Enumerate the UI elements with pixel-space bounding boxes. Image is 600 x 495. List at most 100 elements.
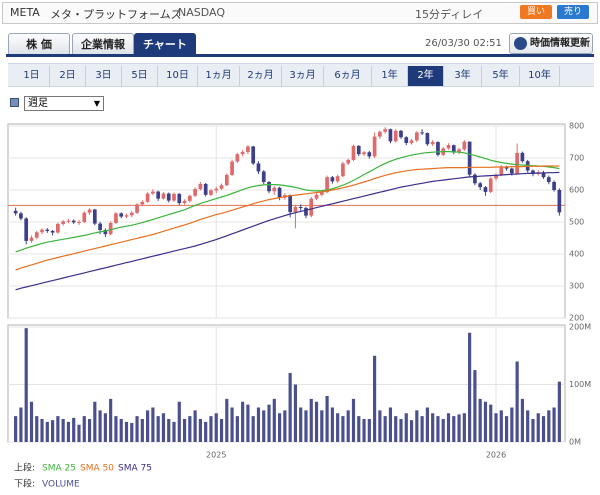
candle-body <box>378 131 382 137</box>
candle-body <box>499 166 504 175</box>
period-button[interactable]: 2日 <box>50 66 86 86</box>
candle-body <box>399 130 403 138</box>
candle-body <box>166 193 171 201</box>
period-button[interactable]: 2ヵ月 <box>240 66 282 86</box>
volume-bar <box>182 419 187 442</box>
period-button[interactable]: 10日 <box>158 66 198 86</box>
tab[interactable]: 株 価 <box>8 33 70 54</box>
volume-bar <box>362 419 366 442</box>
volume-bar <box>167 419 171 442</box>
candle-body <box>414 132 419 141</box>
period-button[interactable]: 5日 <box>122 66 158 86</box>
volume-bar <box>531 419 535 442</box>
volume-bar <box>483 401 488 442</box>
volume-bar <box>552 407 556 442</box>
candle-body <box>393 130 398 142</box>
candle-body <box>304 207 308 216</box>
period-button[interactable]: 10年 <box>520 66 560 86</box>
volume-bar <box>341 416 345 442</box>
interval-select[interactable]: 週足 ▼ <box>24 96 104 111</box>
volume-bar <box>330 407 334 442</box>
sell-button[interactable]: 売り <box>557 5 589 19</box>
volume-bar <box>193 410 197 442</box>
volume-bar <box>494 413 498 442</box>
volume-bar <box>541 416 546 442</box>
volume-bar <box>82 416 86 442</box>
exchange: NASDAQ <box>178 6 226 19</box>
volume-bar <box>478 398 482 442</box>
candle-body <box>420 132 424 134</box>
period-button[interactable]: 5年 <box>482 66 520 86</box>
volume-bar <box>230 407 234 442</box>
candle-body <box>367 152 372 157</box>
volume-bar <box>35 416 39 442</box>
volume-bar <box>103 413 107 442</box>
volume-bar <box>235 416 239 442</box>
volume-bar <box>388 407 393 442</box>
volume-bar <box>109 398 113 442</box>
period-button[interactable]: 6ヵ月 <box>324 66 372 86</box>
interval-icon <box>10 98 19 107</box>
candle-body <box>214 188 219 191</box>
legend-label: 下段: <box>14 478 35 490</box>
candle-body <box>430 142 435 145</box>
candle-body <box>13 210 18 214</box>
candle-body <box>557 190 562 213</box>
tab[interactable]: チャート <box>134 33 196 54</box>
volume-bar <box>262 410 266 442</box>
y-tick-label: 300 <box>569 282 584 291</box>
candle-body <box>467 141 472 175</box>
volume-tick-label: 100M <box>569 380 591 389</box>
legend-entry: VOLUME <box>42 480 80 490</box>
volume-bar <box>198 419 202 442</box>
candle-body <box>446 145 451 149</box>
volume-bar <box>288 373 292 442</box>
candle-body <box>409 140 414 143</box>
candle-body <box>541 172 546 178</box>
volume-bar <box>462 413 466 442</box>
period-button[interactable]: 3年 <box>444 66 482 86</box>
period-button[interactable]: 1日 <box>14 66 50 86</box>
legend-entry: SMA 50 <box>80 464 114 474</box>
period-button[interactable]: 1年 <box>372 66 408 86</box>
candle-body <box>193 189 197 196</box>
candle-body <box>92 209 97 224</box>
volume-bar <box>299 407 303 442</box>
y-tick-label: 400 <box>569 250 584 259</box>
candle-body <box>209 190 213 195</box>
candle-body <box>156 191 161 199</box>
period-button[interactable]: 2年 <box>408 66 444 86</box>
volume-bar <box>119 419 123 442</box>
volume-bar <box>277 413 282 442</box>
period-button[interactable]: 3日 <box>86 66 122 86</box>
y-tick-label: 800 <box>569 122 584 131</box>
volume-bar <box>378 410 382 442</box>
volume-bar <box>425 407 429 442</box>
volume-bar <box>56 416 60 442</box>
volume-tick-label: 0M <box>569 438 581 447</box>
volume-bar <box>209 416 213 442</box>
volume-bar <box>24 328 28 442</box>
volume-bar <box>219 419 224 442</box>
candle-body <box>177 193 182 204</box>
volume-bar <box>177 401 181 442</box>
candle-body <box>40 229 44 233</box>
volume-bar <box>325 396 329 442</box>
buy-button[interactable]: 買い <box>520 5 552 19</box>
candle-body <box>388 129 393 142</box>
candle-body <box>246 146 250 152</box>
period-button[interactable]: 3ヵ月 <box>282 66 324 86</box>
volume-tick-label: 200M <box>569 323 591 332</box>
candle-body <box>362 152 366 155</box>
interval-value: 週足 <box>28 98 48 109</box>
symbol: META <box>10 6 40 19</box>
volume-bar <box>320 410 324 442</box>
tab[interactable]: 企業情報 <box>72 33 134 54</box>
volume-bar <box>267 404 271 442</box>
refresh-button[interactable]: 時価情報更新 <box>509 33 593 54</box>
period-button[interactable]: 1ヵ月 <box>198 66 240 86</box>
volume-bar <box>204 421 208 442</box>
price-panel <box>7 123 566 319</box>
candle-body <box>520 152 525 162</box>
candle-body <box>425 133 430 145</box>
